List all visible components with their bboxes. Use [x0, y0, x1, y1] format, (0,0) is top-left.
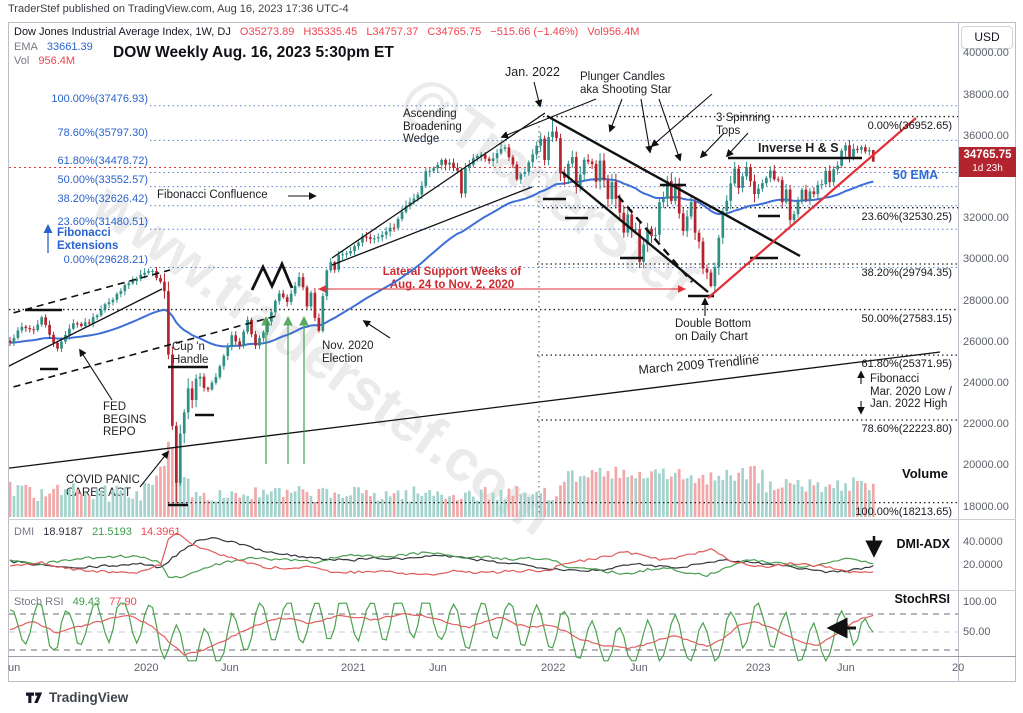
price-tick: 32000.00 — [963, 212, 1009, 225]
time-axis-label: 2020 — [134, 662, 159, 674]
price-tick: 24000.00 — [963, 376, 1009, 389]
dmi-adx-pane-label: DMI-ADX — [896, 537, 950, 551]
publish-line: TraderStef published on TradingView.com,… — [8, 3, 349, 15]
time-axis-label: Jun — [429, 662, 447, 674]
stochrsi-pane-label: StochRSI — [894, 592, 950, 606]
price-tick: 18000.00 — [963, 500, 1009, 513]
chart-frame — [8, 22, 1016, 682]
ohlc-high: H35335.45 — [303, 26, 358, 38]
dmi-tick: 20.0000 — [963, 559, 1003, 571]
dmi-minus-value: 14.3961 — [140, 526, 181, 538]
dmi-label: DMI — [14, 526, 35, 538]
countdown-timer: 1d 23h — [972, 163, 1003, 174]
dmi-tick: 40.0000 — [963, 536, 1003, 548]
change-value: −515.66 (−1.46%) — [490, 26, 579, 38]
price-scale-divider[interactable] — [958, 22, 959, 682]
vol-label: Vol — [14, 55, 30, 67]
pane-separator-stoch[interactable] — [8, 590, 1016, 591]
time-axis-label: Jun — [630, 662, 648, 674]
ohlc-low: L34757.37 — [366, 26, 419, 38]
volume-value-inline: Vol956.4M — [587, 26, 640, 38]
price-tick: 22000.00 — [963, 418, 1009, 431]
price-tick: 20000.00 — [963, 459, 1009, 472]
time-axis-label: Jun — [221, 662, 239, 674]
ema-label: EMA — [14, 41, 38, 53]
footer: TradingView — [26, 687, 128, 707]
last-price-value: 34765.75 — [963, 149, 1012, 161]
price-tick: 38000.00 — [963, 88, 1009, 101]
ema-legend-row[interactable]: EMA 33661.39 — [14, 41, 99, 53]
currency-button[interactable]: USD — [961, 26, 1013, 49]
price-tick: 26000.00 — [963, 335, 1009, 348]
time-axis-label: 2022 — [541, 662, 566, 674]
symbol-legend-row[interactable]: Dow Jones Industrial Average Index, 1W, … — [14, 26, 645, 38]
time-axis-label: 2023 — [746, 662, 771, 674]
pane-separator-dmi[interactable] — [8, 519, 1016, 520]
dmi-plus-value: 21.5193 — [92, 526, 132, 538]
price-tick: 30000.00 — [963, 253, 1009, 266]
stoch-tick: 100.00 — [963, 596, 997, 608]
tradingview-logo-icon[interactable] — [26, 690, 43, 705]
chart-title: DOW Weekly Aug. 16, 2023 5:30pm ET — [113, 44, 394, 61]
time-axis-label: 20 — [952, 662, 965, 674]
stoch-d-value: 77.90 — [109, 596, 137, 608]
ohlc-close: C34765.75 — [427, 26, 482, 38]
tradingview-brand[interactable]: TradingView — [49, 689, 129, 705]
vol-legend-row[interactable]: Vol 956.4M — [14, 55, 81, 67]
price-tick: 28000.00 — [963, 294, 1009, 307]
vol-value: 956.4M — [38, 55, 76, 67]
dmi-legend-row[interactable]: DMI 18.9187 21.5193 14.3961 — [14, 526, 187, 538]
ema-value: 33661.39 — [46, 41, 93, 53]
price-tick: 36000.00 — [963, 129, 1009, 142]
ohlc-open: O35273.89 — [239, 26, 295, 38]
stoch-k-value: 49.43 — [72, 596, 101, 608]
stoch-tick: 50.00 — [963, 626, 991, 638]
last-price-flag[interactable]: 34765.75 1d 23h — [959, 147, 1016, 177]
time-axis-label: un — [8, 662, 21, 674]
price-tick: 40000.00 — [963, 47, 1009, 60]
symbol-name: Dow Jones Industrial Average Index, 1W, … — [14, 26, 231, 38]
dmi-adx-value: 18.9187 — [43, 526, 83, 538]
stoch-legend-row[interactable]: Stoch RSI 49.43 77.90 — [14, 596, 143, 608]
volume-pane-label: Volume — [902, 466, 948, 481]
time-axis-label: Jun — [837, 662, 855, 674]
time-axis-label: 2021 — [341, 662, 366, 674]
stoch-label: Stoch RSI — [14, 596, 64, 608]
